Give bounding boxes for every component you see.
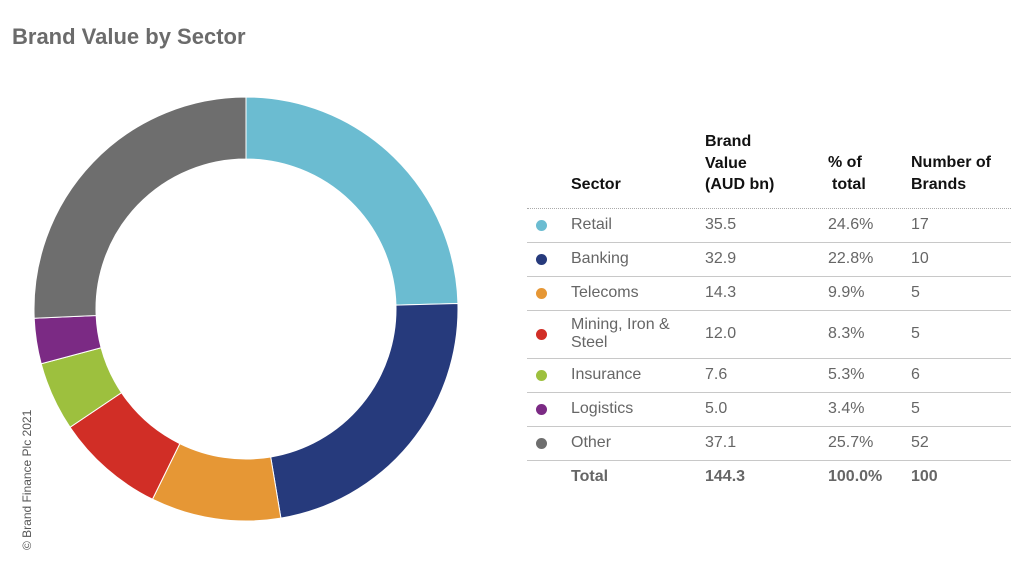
header-line: (AUD bn) [705,176,775,193]
cell-sector: Total [571,468,609,485]
table-row: Other 37.1 25.7% 52 [527,426,1011,461]
cell-value: 144.3 [705,468,746,485]
legend-dot-icon [536,370,547,381]
cell-value: 37.1 [705,434,737,451]
header-sector: Sector [571,176,621,193]
cell-num: 5 [911,400,920,417]
legend-dot-icon [536,220,547,231]
header-divider [527,208,1011,209]
cell-num: 17 [911,216,929,233]
cell-pct: 8.3% [828,325,865,342]
header-line: Brands [911,175,967,193]
chart-title: Brand Value by Sector [12,24,246,49]
legend-dot-icon [536,329,547,340]
cell-value: 32.9 [705,250,737,267]
cell-sector: Retail [571,216,612,233]
table-row: Logistics 5.0 3.4% 5 [527,392,1011,427]
cell-pct: 5.3% [828,366,865,383]
header-line: total [832,175,866,193]
cell-value: 35.5 [705,216,737,233]
table-row: Mining, Iron & Steel 12.0 8.3% 5 [527,310,1011,359]
cell-sector: Banking [571,250,629,267]
cell-value: 14.3 [705,284,737,301]
table-row: Insurance 7.6 5.3% 6 [527,358,1011,393]
header-line: % of [828,154,862,171]
legend-dot-icon [536,254,547,265]
cell-pct: 25.7% [828,434,874,451]
total-row: Total 144.3 100.0% 100 [527,460,1011,494]
cell-num: 6 [911,366,920,383]
cell-sector: Telecoms [571,284,639,301]
cell-pct: 22.8% [828,250,874,267]
donut-chart [33,96,459,522]
header-line: Brand [705,133,752,150]
cell-sector: Logistics [571,400,634,417]
header-brand-value: Brand Value (AUD bn) [705,131,774,196]
legend-dot-icon [536,404,547,415]
table-row: Retail 35.5 24.6% 17 [527,208,1011,243]
cell-num: 10 [911,250,929,267]
header-pct: % of total [828,152,866,195]
cell-pct: 9.9% [828,284,865,301]
cell-sector: Mining, Iron & Steel [571,316,670,351]
cell-num: 52 [911,434,929,451]
donut-slice-banking [270,302,459,519]
donut-slice-retail [245,96,459,306]
cell-num: 5 [911,325,920,342]
legend-dot-icon [536,288,547,299]
cell-num: 100 [911,468,938,485]
cell-pct: 24.6% [828,216,874,233]
table-row: Banking 32.9 22.8% 10 [527,242,1011,277]
cell-pct: 3.4% [828,400,865,417]
header-line: Number of [911,154,991,171]
table-row: Telecoms 14.3 9.9% 5 [527,276,1011,311]
cell-value: 7.6 [705,366,728,383]
legend-dot-icon [536,438,547,449]
cell-sector: Insurance [571,366,642,383]
cell-pct: 100.0% [828,468,883,485]
cell-num: 5 [911,284,920,301]
cell-value: 12.0 [705,325,737,342]
cell-value: 5.0 [705,400,728,417]
header-line: Value [705,154,747,172]
cell-sector: Other [571,434,612,451]
donut-slice-other [33,96,247,319]
header-number: Number of Brands [911,152,991,195]
